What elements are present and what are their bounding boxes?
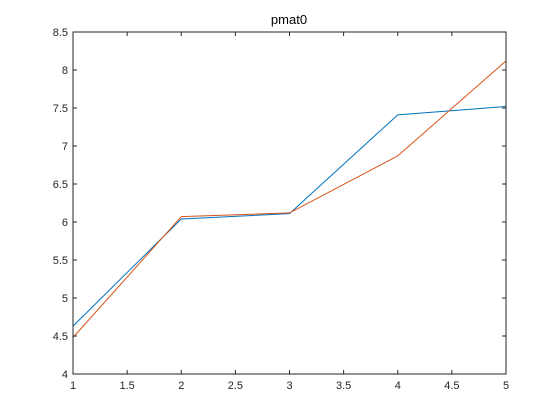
y-tick-label: 8.5 (53, 27, 68, 39)
y-tick-label: 4 (62, 369, 68, 381)
x-tick-label: 5 (503, 380, 509, 392)
plot-area (73, 32, 506, 374)
x-tick-label: 1 (70, 380, 76, 392)
x-tick-label: 4.5 (444, 380, 459, 392)
y-tick-label: 7.5 (53, 103, 68, 115)
y-tick-label: 5 (62, 293, 68, 305)
x-tick-label: 2 (178, 380, 184, 392)
x-tick-label: 4 (395, 380, 401, 392)
series-line-2 (72, 60, 507, 338)
series-layer (72, 60, 507, 338)
x-tick-label: 2.5 (228, 380, 243, 392)
y-tick-label: 8 (62, 65, 68, 77)
y-tick-label: 6 (62, 217, 68, 229)
x-tick-label: 1.5 (119, 380, 134, 392)
y-tick-label: 4.5 (53, 331, 68, 343)
y-tick-label: 5.5 (53, 255, 68, 267)
x-tick-label: 3.5 (336, 380, 351, 392)
y-tick-label: 6.5 (53, 179, 68, 191)
x-tick-label: 3 (286, 380, 292, 392)
y-tick-label: 7 (62, 141, 68, 153)
series-line-1 (72, 105, 507, 327)
chart-title: pmat0 (271, 12, 307, 27)
axes-layer: 1 1.5 2 2.5 3 3.5 4 4.5 5 4 4.5 5 5.5 6 6.5 7 7.5 8 8.5 (53, 27, 509, 392)
